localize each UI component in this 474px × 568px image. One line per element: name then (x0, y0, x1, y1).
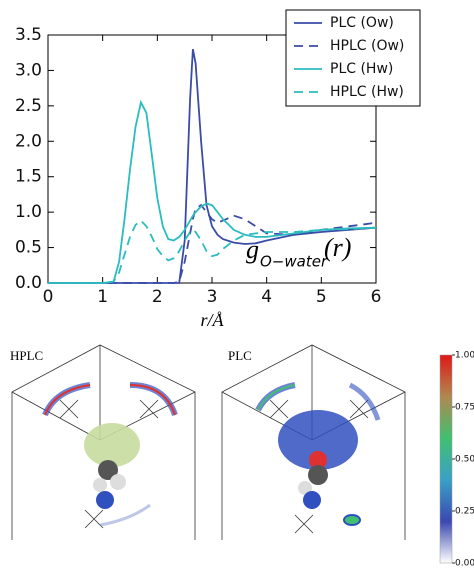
x-tick-label: 6 (371, 287, 382, 307)
x-tick-label: 1 (97, 287, 108, 307)
annotation-suffix: (r) (324, 233, 351, 262)
panel-plc-render (221, 344, 406, 540)
y-tick-label: 1.5 (15, 167, 42, 187)
panel-title: HPLC (10, 348, 43, 363)
colorbar-tick-label: 0.25 (455, 507, 474, 517)
panel-hplc-render (11, 344, 196, 540)
legend-label: PLC (Hw) (330, 61, 393, 77)
y-tick-label: 2.0 (15, 131, 42, 151)
x-tick-label: 3 (207, 287, 218, 307)
y-tick-label: 1.0 (15, 202, 42, 222)
colorbar-tick-label: 0.75 (455, 403, 474, 413)
colorbar-tick-label: 0.50 (455, 455, 474, 465)
x-tick-label: 2 (152, 287, 163, 307)
y-tick-label: 3.0 (15, 60, 42, 80)
annotation: g (246, 235, 259, 264)
y-tick-label: 3.5 (15, 25, 42, 45)
x-tick-label: 0 (43, 287, 54, 307)
annotation-subscript: O−water (260, 253, 328, 271)
y-tick-label: 0.0 (15, 273, 42, 293)
colorbar-tick-label: 1.00 (455, 351, 474, 361)
series-line (48, 203, 377, 284)
legend-label: HPLC (Hw) (330, 84, 404, 100)
legend-label: PLC (Ow) (330, 15, 394, 31)
y-tick-label: 0.5 (15, 238, 42, 258)
x-axis-label: r/Å (200, 310, 224, 330)
panel-title: PLC (228, 348, 252, 363)
legend-box (285, 9, 421, 107)
legend-label: HPLC (Ow) (330, 38, 404, 54)
colorbar-tick-label: 0.00 (455, 559, 474, 568)
y-tick-label: 2.5 (15, 96, 42, 116)
x-tick-label: 5 (316, 287, 327, 307)
x-tick-label: 4 (261, 287, 272, 307)
series-line (48, 99, 377, 284)
colorbar (439, 354, 453, 564)
series-line (48, 219, 377, 284)
